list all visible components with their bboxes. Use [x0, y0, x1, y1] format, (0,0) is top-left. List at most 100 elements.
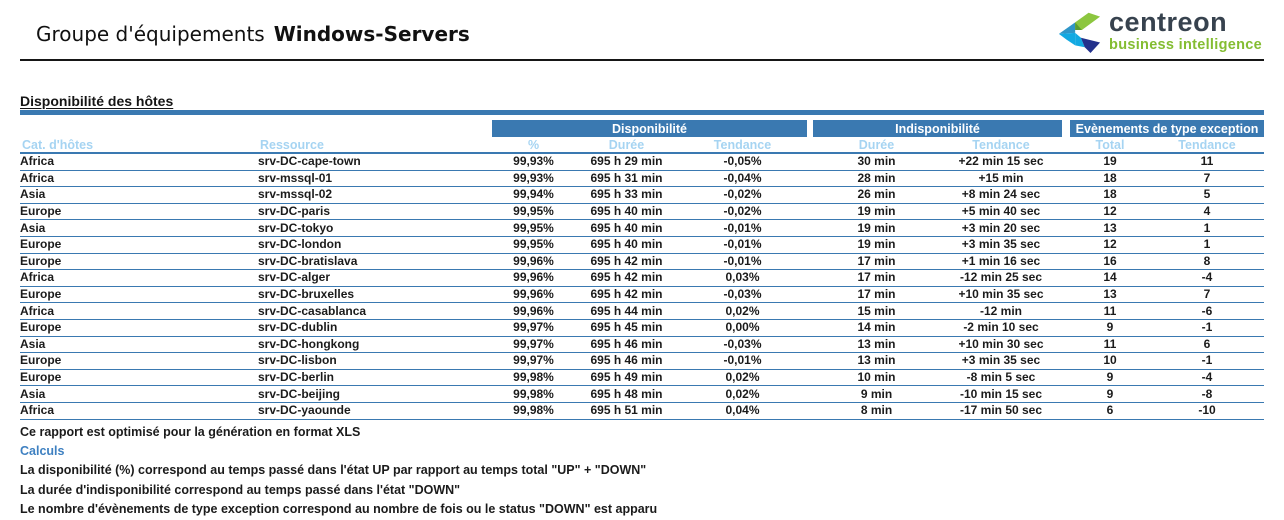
column-gap — [1062, 302, 1070, 320]
table-row: Asia srv-mssql-02 99,94% 695 h 33 min -0,02%… — [20, 186, 1265, 204]
column-gap — [1062, 170, 1070, 188]
cell-availability-trend: -0,01% — [678, 219, 807, 237]
cell-unavail-duration: 19 min — [813, 203, 940, 221]
cell-exception-trend: 8 — [1150, 253, 1265, 271]
page-title-group-name: Windows-Servers — [273, 22, 470, 46]
cell-exception-total: 16 — [1070, 253, 1150, 271]
cell-host-category: Asia — [20, 219, 258, 237]
cell-unavail-duration: 15 min — [813, 302, 940, 320]
cell-host-category: Europe — [20, 352, 258, 370]
cell-exception-trend: 6 — [1150, 336, 1265, 354]
cell-availability-trend: 0,04% — [678, 402, 807, 420]
column-gap — [807, 186, 813, 204]
col-header-unavail-duration: Durée — [813, 137, 940, 154]
cell-exception-trend: -8 — [1150, 385, 1265, 403]
column-gap — [1062, 236, 1070, 254]
cell-resource: srv-DC-lisbon — [258, 352, 492, 370]
cell-host-category: Europe — [20, 319, 258, 337]
cell-exception-total: 14 — [1070, 269, 1150, 287]
cell-exception-trend: 4 — [1150, 203, 1265, 221]
cell-unavail-trend: +10 min 30 sec — [940, 336, 1062, 354]
column-gap — [807, 352, 813, 370]
cell-unavail-trend: -2 min 10 sec — [940, 319, 1062, 337]
group-gap — [1062, 120, 1070, 137]
cell-availability-duration: 695 h 44 min — [575, 302, 678, 320]
cell-exception-total: 11 — [1070, 302, 1150, 320]
cell-availability-trend: 0,02% — [678, 302, 807, 320]
cell-availability-duration: 695 h 46 min — [575, 336, 678, 354]
cell-host-category: Africa — [20, 269, 258, 287]
cell-exception-total: 10 — [1070, 352, 1150, 370]
col-gap — [1062, 137, 1070, 154]
cell-unavail-trend: +10 min 35 sec — [940, 286, 1062, 304]
cell-availability-trend: -0,01% — [678, 236, 807, 254]
col-header-host-category: Cat. d'hôtes — [20, 137, 258, 154]
cell-unavail-trend: -12 min 25 sec — [940, 269, 1062, 287]
cell-exception-trend: -1 — [1150, 319, 1265, 337]
column-gap — [1062, 385, 1070, 403]
logo-brand-text: centreon — [1109, 7, 1228, 38]
cell-availability-duration: 695 h 45 min — [575, 319, 678, 337]
cell-availability-trend: -0,02% — [678, 186, 807, 204]
cell-exception-total: 12 — [1070, 203, 1150, 221]
cell-availability-trend: -0,03% — [678, 286, 807, 304]
cell-resource: srv-DC-cape-town — [258, 153, 492, 171]
footer-calc-line-availability: La disponibilité (%) correspond au temps… — [20, 463, 647, 478]
table-row: Asia srv-DC-beijing 99,98% 695 h 48 min 0,02… — [20, 385, 1265, 403]
cell-availability-trend: 0,02% — [678, 369, 807, 387]
column-gap — [807, 402, 813, 420]
cell-availability-duration: 695 h 29 min — [575, 153, 678, 171]
cell-exception-total: 18 — [1070, 170, 1150, 188]
cell-resource: srv-DC-bruxelles — [258, 286, 492, 304]
cell-exception-total: 13 — [1070, 286, 1150, 304]
cell-exception-trend: -4 — [1150, 369, 1265, 387]
table-row: Europe srv-DC-dublin 99,97% 695 h 45 min 0,0… — [20, 319, 1265, 337]
logo-tagline-text: business intelligence — [1109, 37, 1262, 54]
table-row: Africa srv-DC-cape-town 99,93% 695 h 29 min… — [20, 153, 1265, 171]
cell-unavail-trend: +3 min 35 sec — [940, 352, 1062, 370]
column-gap — [807, 319, 813, 337]
col-header-availability-pct: % — [492, 137, 575, 154]
cell-unavail-duration: 10 min — [813, 369, 940, 387]
cell-unavail-trend: +8 min 24 sec — [940, 186, 1062, 204]
footer-note-xls: Ce rapport est optimisé pour la générati… — [20, 425, 361, 439]
column-gap — [807, 369, 813, 387]
cell-availability-duration: 695 h 33 min — [575, 186, 678, 204]
cell-unavail-duration: 19 min — [813, 219, 940, 237]
cell-unavail-duration: 28 min — [813, 170, 940, 188]
cell-availability-trend: -0,01% — [678, 352, 807, 370]
group-header-unavailability: Indisponibilité — [813, 120, 1062, 137]
cell-host-category: Africa — [20, 170, 258, 188]
col-gap — [807, 137, 813, 154]
cell-unavail-duration: 19 min — [813, 236, 940, 254]
column-gap — [807, 336, 813, 354]
cell-availability-pct: 99,96% — [492, 269, 575, 287]
cell-unavail-trend: +3 min 35 sec — [940, 236, 1062, 254]
cell-exception-total: 6 — [1070, 402, 1150, 420]
cell-availability-duration: 695 h 31 min — [575, 170, 678, 188]
cell-availability-duration: 695 h 42 min — [575, 286, 678, 304]
column-gap — [1062, 286, 1070, 304]
group-header-spacer — [20, 120, 492, 137]
cell-availability-pct: 99,95% — [492, 203, 575, 221]
table-row: Europe srv-DC-bruxelles 99,96% 695 h 42 min… — [20, 286, 1265, 304]
cell-availability-trend: 0,00% — [678, 319, 807, 337]
cell-resource: srv-mssql-01 — [258, 170, 492, 188]
col-header-exception-trend: Tendance — [1150, 137, 1265, 154]
column-gap — [1062, 319, 1070, 337]
table-row: Europe srv-DC-bratislava 99,96% 695 h 42 mi… — [20, 253, 1265, 271]
report-footer: Ce rapport est optimisé pour la générati… — [20, 423, 657, 519]
cell-availability-pct: 99,97% — [492, 336, 575, 354]
cell-host-category: Africa — [20, 153, 258, 171]
column-gap — [807, 286, 813, 304]
cell-availability-pct: 99,97% — [492, 352, 575, 370]
column-gap — [807, 203, 813, 221]
cell-host-category: Europe — [20, 203, 258, 221]
cell-exception-trend: -1 — [1150, 352, 1265, 370]
cell-unavail-duration: 17 min — [813, 253, 940, 271]
cell-unavail-trend: -10 min 15 sec — [940, 385, 1062, 403]
column-gap — [807, 269, 813, 287]
table-row: Europe srv-DC-berlin 99,98% 695 h 49 min 0,0… — [20, 369, 1265, 387]
header-divider — [20, 59, 1264, 61]
cell-unavail-trend: -17 min 50 sec — [940, 402, 1062, 420]
